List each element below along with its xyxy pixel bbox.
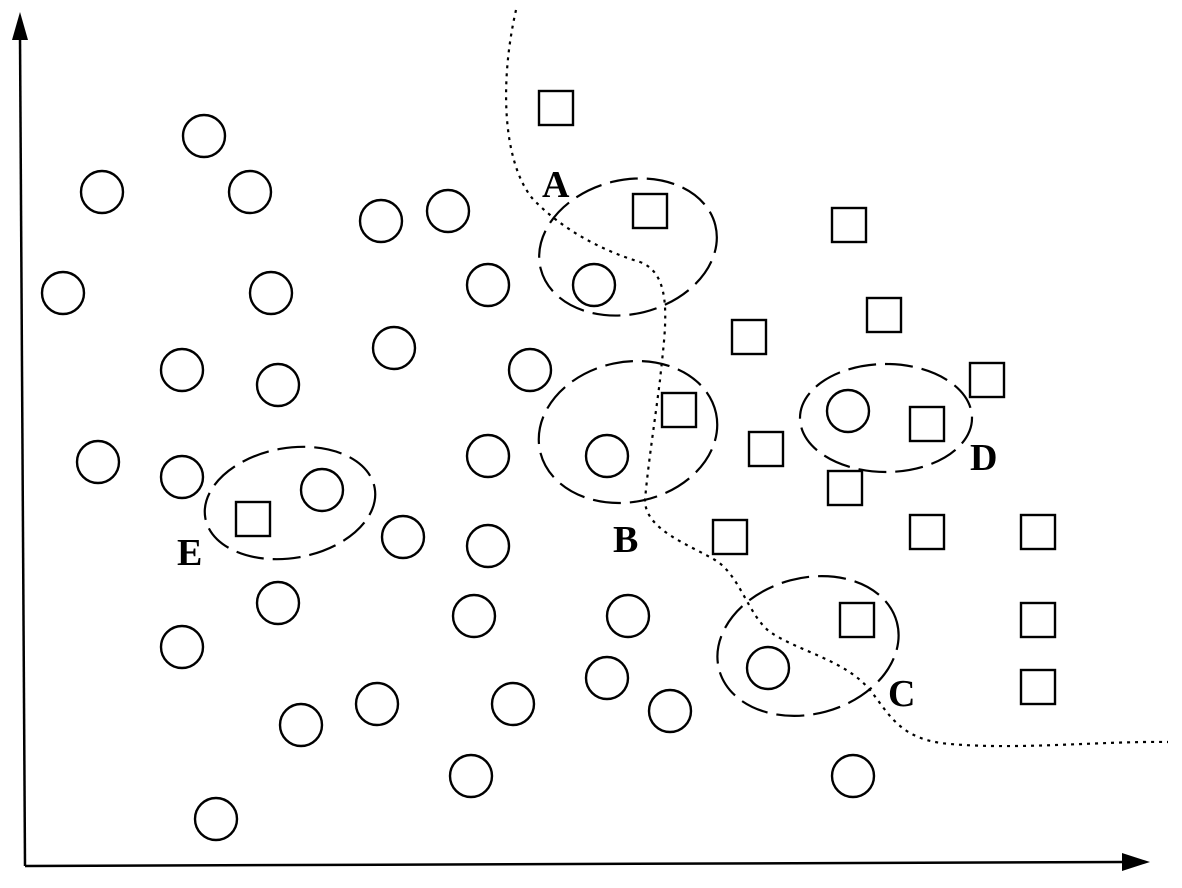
square-point (838, 601, 876, 639)
ellipse-a (538, 177, 718, 317)
square-points (234, 89, 1057, 706)
ellipse-e (203, 445, 377, 561)
circle-point (825, 388, 871, 434)
circle-point (571, 262, 617, 308)
square-point (537, 89, 575, 127)
square-point (968, 361, 1006, 399)
axes (12, 12, 1150, 871)
circle-point (159, 347, 205, 393)
label-e: E (177, 532, 202, 574)
circle-point (299, 467, 345, 513)
square-point (908, 405, 946, 443)
label-b: B (613, 519, 638, 561)
label-a: A (542, 164, 570, 206)
square-point (660, 391, 698, 429)
circle-point (380, 514, 426, 560)
circle-point (227, 169, 273, 215)
circle-point (584, 655, 630, 701)
ellipse-c (716, 575, 900, 717)
square-point (826, 469, 864, 507)
label-d: D (970, 437, 997, 479)
square-point (865, 296, 903, 334)
circle-points (40, 113, 876, 842)
circle-point (354, 681, 400, 727)
square-point (234, 500, 272, 538)
circle-point (465, 433, 511, 479)
circle-point (507, 347, 553, 393)
circle-point (647, 688, 693, 734)
x-axis (24, 860, 1126, 868)
square-point (631, 192, 669, 230)
circle-point (448, 753, 494, 799)
circle-point (584, 433, 630, 479)
x-axis-arrow-icon (1122, 853, 1150, 871)
circle-point (465, 262, 511, 308)
circle-point (79, 169, 125, 215)
circle-point (451, 593, 497, 639)
circle-point (465, 523, 511, 569)
circle-point (278, 702, 324, 748)
square-point (1019, 601, 1057, 639)
y-axis (18, 35, 27, 867)
circle-point (193, 796, 239, 842)
square-point (1019, 668, 1057, 706)
ellipse-d (798, 362, 974, 474)
circle-point (255, 580, 301, 626)
circle-point (425, 188, 471, 234)
circle-point (490, 681, 536, 727)
square-point (711, 518, 749, 556)
circle-point (248, 270, 294, 316)
decision-boundary (504, 9, 1169, 748)
circle-point (159, 624, 205, 670)
square-point (747, 430, 785, 468)
square-point (830, 206, 868, 244)
circle-point (255, 362, 301, 408)
circle-point (40, 270, 86, 316)
region-labels: A B C D E (177, 164, 997, 715)
group-ellipses (203, 177, 974, 717)
circle-point (605, 593, 651, 639)
circle-point (75, 439, 121, 485)
label-c: C (888, 673, 915, 715)
square-point (730, 318, 768, 356)
square-point (908, 513, 946, 551)
circle-point (181, 113, 227, 159)
circle-point (371, 325, 417, 371)
circle-point (358, 198, 404, 244)
circle-point (830, 753, 876, 799)
square-point (1019, 513, 1057, 551)
circle-point (745, 645, 791, 691)
y-axis-arrow-icon (12, 12, 28, 40)
circle-point (159, 454, 205, 500)
ellipse-b (537, 359, 719, 505)
